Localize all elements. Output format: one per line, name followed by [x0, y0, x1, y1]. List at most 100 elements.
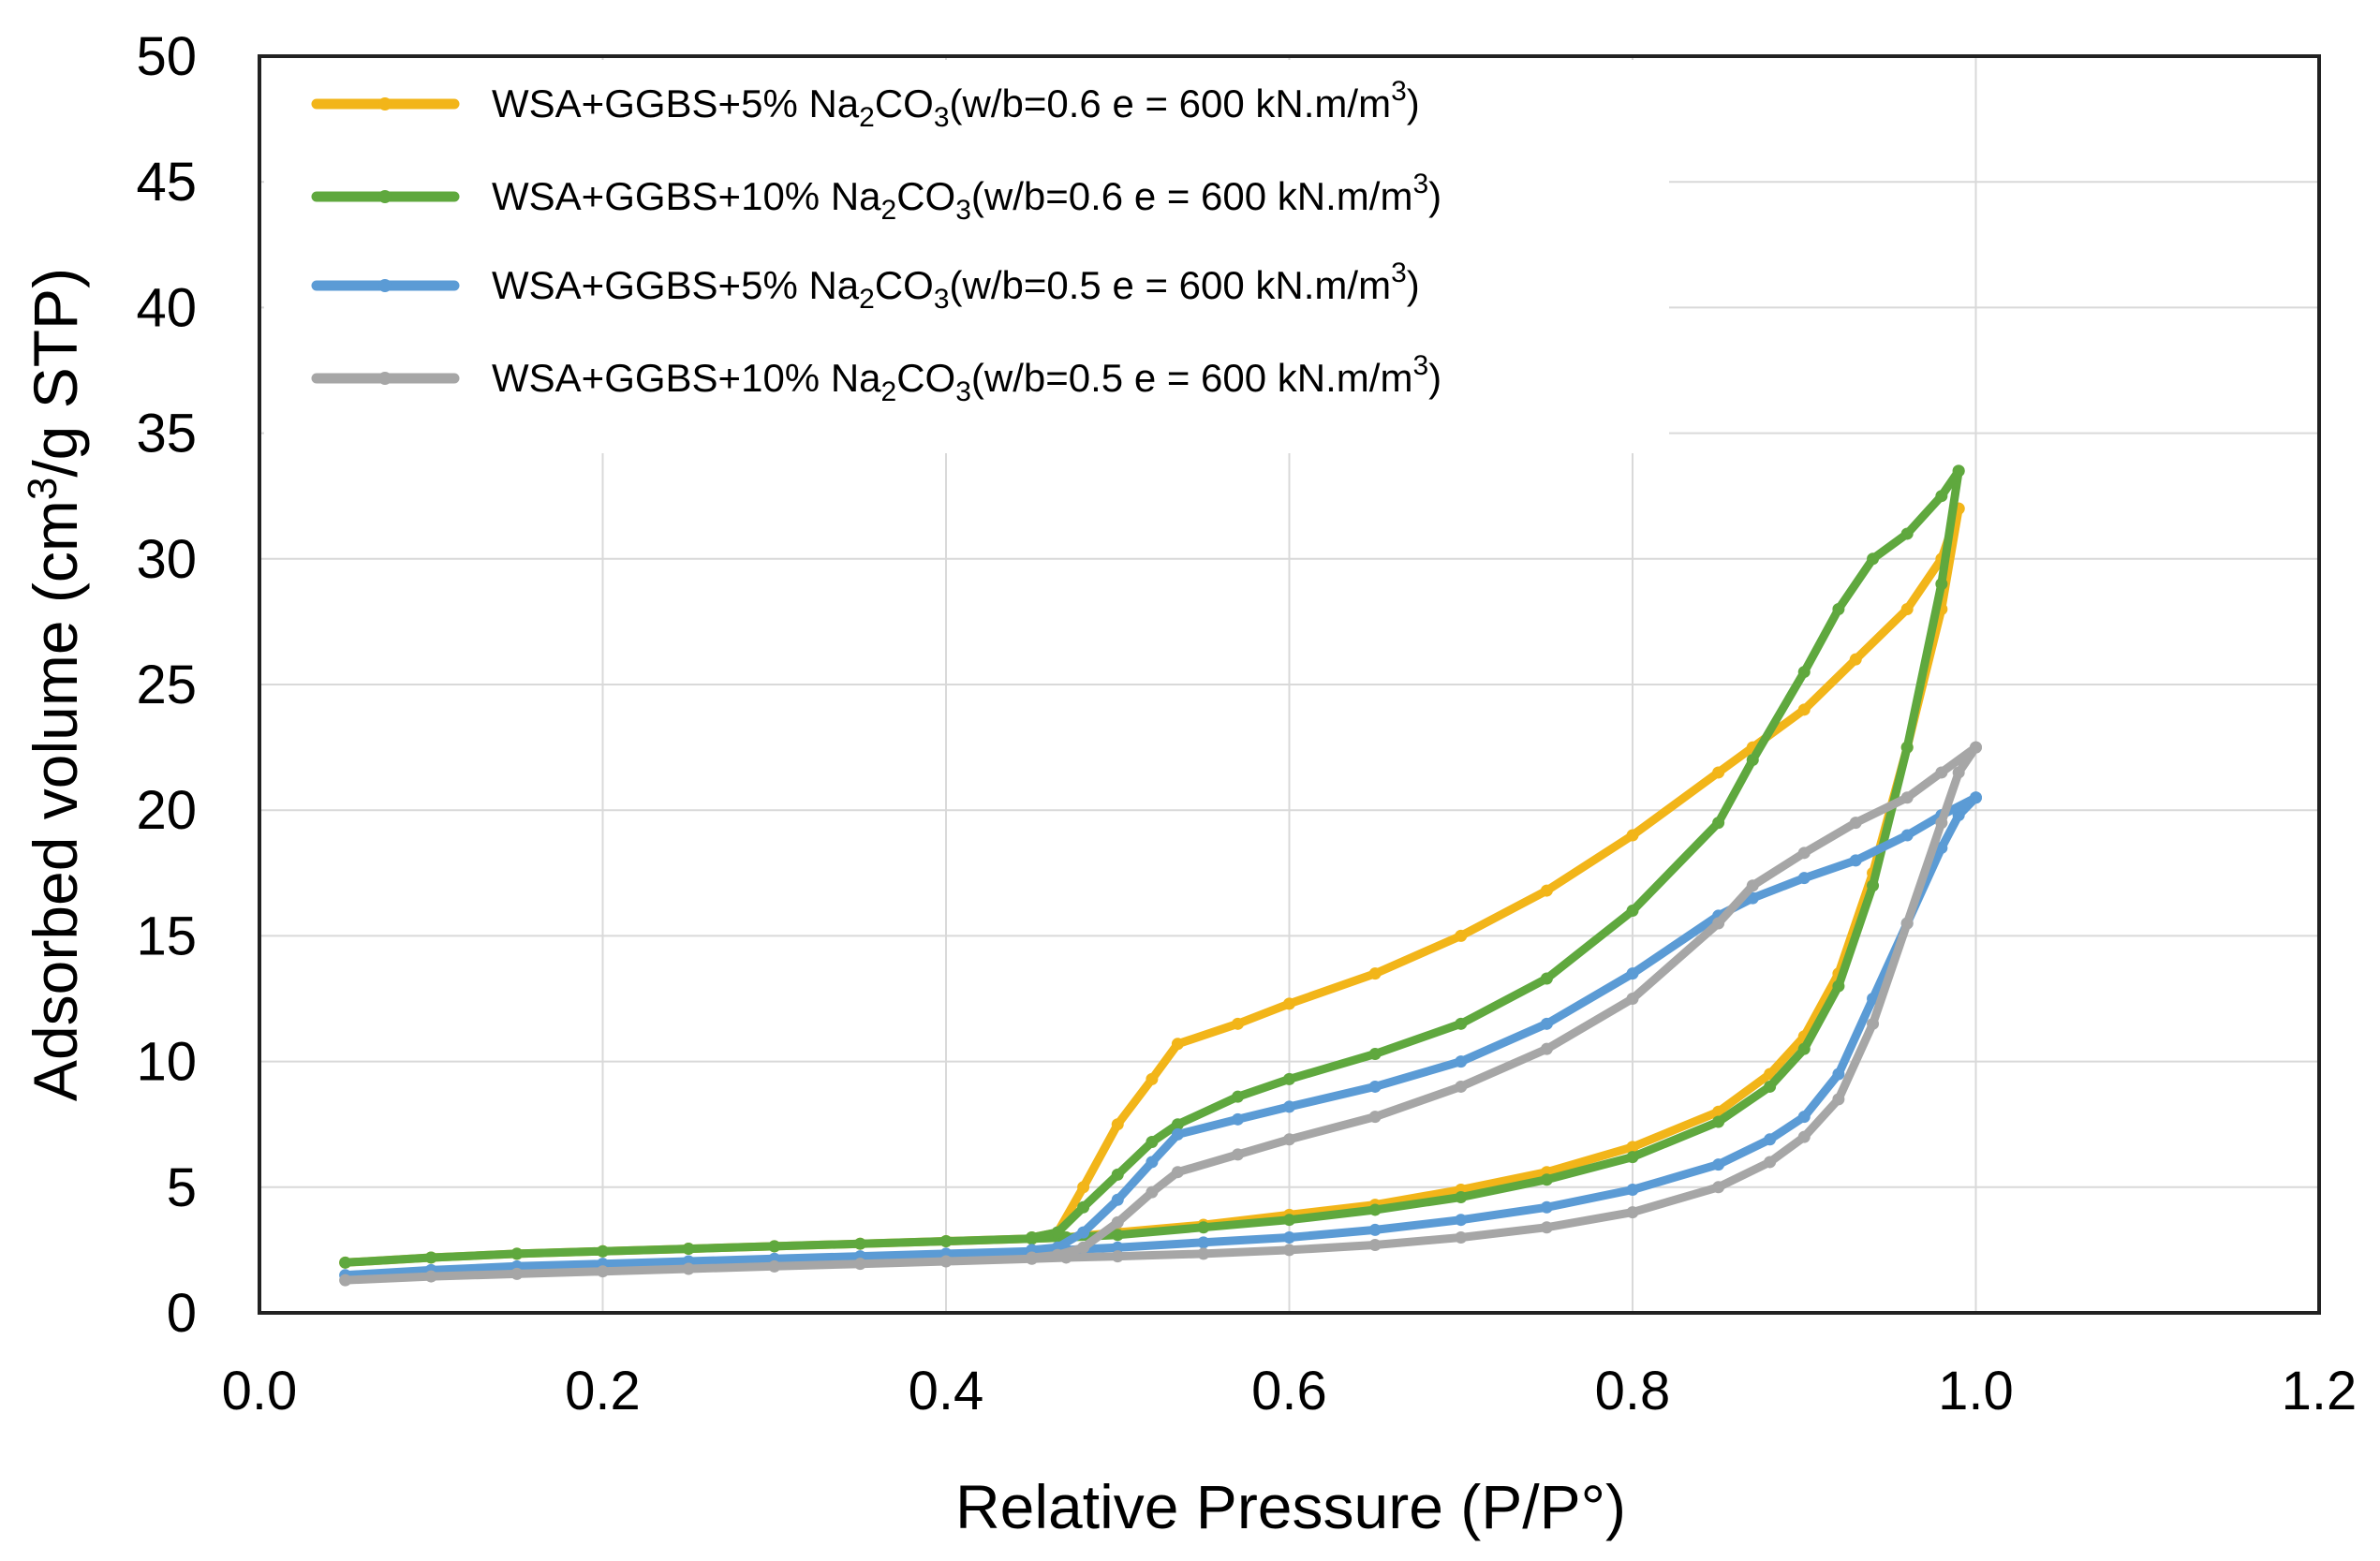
legend-label: WSA+GGBS+10% Na2CO3(w/b=0.5 e = 600 kN.m… — [492, 350, 1441, 407]
data-point — [1026, 1230, 1039, 1244]
data-point — [1867, 879, 1880, 892]
data-point — [1111, 1229, 1124, 1242]
data-point — [1712, 817, 1725, 830]
data-point — [1051, 1226, 1064, 1239]
legend-marker — [378, 97, 392, 110]
data-point — [1077, 1241, 1090, 1254]
data-point — [1540, 972, 1553, 985]
data-point — [1712, 1181, 1725, 1194]
data-point — [768, 1259, 781, 1273]
data-point — [1111, 1193, 1124, 1206]
data-point — [1171, 1166, 1184, 1179]
legend-item-3: WSA+GGBS+5% Na2CO3(w/b=0.5 e = 600 kN.m/… — [311, 258, 1420, 315]
data-point — [597, 1244, 609, 1258]
data-point — [1797, 1111, 1811, 1124]
data-point — [1146, 1135, 1159, 1148]
data-point — [1626, 1206, 1639, 1219]
legend-item-2: WSA+GGBS+10% Na2CO3(w/b=0.6 e = 600 kN.m… — [311, 169, 1441, 226]
data-point — [1368, 1239, 1382, 1252]
data-point — [1368, 1080, 1382, 1093]
data-point — [1626, 829, 1639, 842]
data-point — [1970, 791, 1982, 804]
data-point — [1746, 754, 1759, 767]
y-tick-label: 25 — [136, 655, 197, 715]
data-point — [1626, 967, 1639, 980]
data-point — [1935, 490, 1948, 503]
data-point — [1712, 1115, 1725, 1128]
data-point — [1368, 1223, 1382, 1236]
data-point — [1797, 847, 1811, 860]
data-point — [1111, 1215, 1124, 1229]
data-point — [1867, 1017, 1880, 1030]
data-point — [1283, 1072, 1295, 1085]
data-point — [1952, 766, 1965, 779]
legend-box — [264, 60, 1669, 453]
series-4 — [339, 741, 1982, 1287]
legend-marker — [378, 372, 392, 385]
series-2-desorption-line — [1027, 466, 1963, 1242]
series-4-adsorption-line — [341, 743, 1980, 1285]
data-point — [1900, 527, 1914, 540]
data-point — [1455, 1230, 1468, 1244]
data-point — [339, 1274, 352, 1287]
data-point — [1746, 879, 1759, 892]
legend: WSA+GGBS+5% Na2CO3(w/b=0.6 e = 600 kN.m/… — [311, 76, 1441, 407]
data-point — [1232, 1090, 1245, 1103]
data-point — [682, 1262, 695, 1275]
data-point — [939, 1235, 953, 1248]
data-point — [853, 1258, 866, 1271]
data-point — [1952, 464, 1965, 478]
data-point — [1540, 1042, 1553, 1055]
legend-label: WSA+GGBS+5% Na2CO3(w/b=0.5 e = 600 kN.m/… — [492, 258, 1420, 315]
data-point — [1832, 602, 1845, 615]
data-point — [768, 1240, 781, 1253]
x-tick-label: 1.0 — [1938, 1361, 2014, 1421]
data-point — [1197, 1221, 1210, 1234]
data-point — [1111, 1168, 1124, 1181]
data-point — [1849, 854, 1862, 867]
x-tick-label: 0.6 — [1251, 1361, 1327, 1421]
legend-item-4: WSA+GGBS+10% Na2CO3(w/b=0.5 e = 600 kN.m… — [311, 350, 1441, 407]
data-point — [853, 1237, 866, 1250]
data-point — [1232, 1017, 1245, 1030]
data-point — [1540, 1221, 1553, 1234]
data-point — [1455, 1191, 1468, 1204]
data-point — [1455, 929, 1468, 942]
data-point — [1111, 1118, 1124, 1131]
y-tick-label: 10 — [136, 1032, 197, 1093]
data-point — [1832, 1093, 1845, 1106]
data-point — [1146, 1185, 1159, 1199]
data-point — [510, 1267, 524, 1280]
data-point — [1077, 1181, 1090, 1194]
data-point — [1283, 1230, 1295, 1244]
data-point — [1455, 1017, 1468, 1030]
data-point — [1935, 817, 1948, 830]
data-point — [1970, 741, 1982, 754]
legend-marker — [378, 279, 392, 292]
data-point — [1764, 1156, 1777, 1169]
data-point — [1368, 1111, 1382, 1124]
data-point — [1797, 872, 1811, 885]
data-point — [1368, 1203, 1382, 1216]
data-point — [1849, 817, 1862, 830]
y-axis-title: Adsorbed volume (cm3/g STP) — [20, 268, 90, 1101]
y-tick-label: 45 — [136, 152, 197, 213]
data-point — [1146, 1156, 1159, 1169]
data-point — [1146, 1072, 1159, 1085]
data-point — [1171, 1038, 1184, 1051]
y-tick-label: 40 — [136, 277, 197, 338]
y-tick-label: 15 — [136, 906, 197, 966]
data-point — [424, 1270, 437, 1283]
data-point — [1197, 1247, 1210, 1260]
data-point — [1900, 829, 1914, 842]
y-tick-label: 20 — [136, 780, 197, 841]
data-point — [1900, 917, 1914, 930]
y-tick-label: 5 — [167, 1157, 197, 1218]
data-point — [1368, 967, 1382, 980]
x-tick-label: 0.8 — [1595, 1361, 1671, 1421]
data-point — [1867, 552, 1880, 566]
data-point — [1026, 1251, 1039, 1264]
legend-item-1: WSA+GGBS+5% Na2CO3(w/b=0.6 e = 600 kN.m/… — [311, 76, 1420, 133]
data-point — [1077, 1226, 1090, 1239]
